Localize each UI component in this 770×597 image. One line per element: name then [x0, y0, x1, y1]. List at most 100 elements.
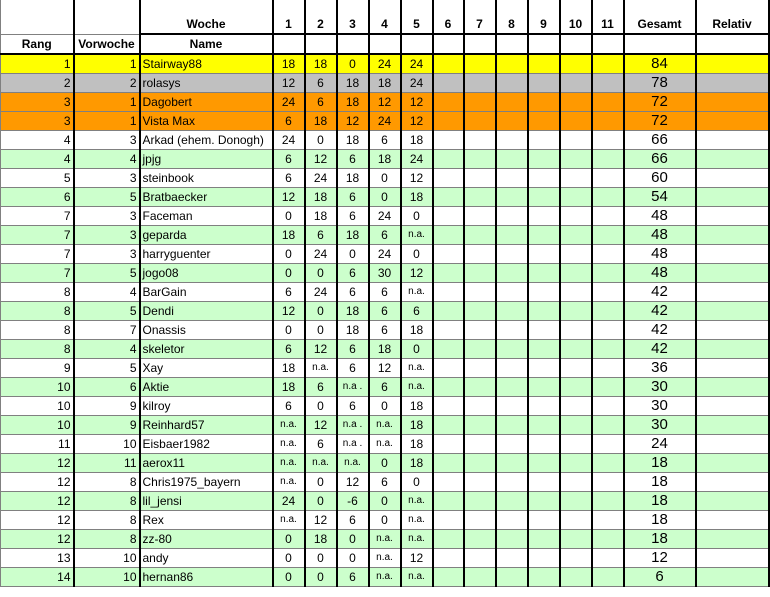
cell-week-10[interactable] [558, 453, 593, 473]
cell-week-2[interactable]: 18 [303, 206, 338, 226]
cell-week-6[interactable] [431, 434, 465, 454]
cell-week-10[interactable] [558, 168, 593, 188]
cell-week-11[interactable] [590, 396, 625, 416]
cell-week-11[interactable] [590, 548, 625, 568]
cell-week-10[interactable] [558, 339, 593, 359]
cell-vorwoche[interactable]: 3 [72, 130, 141, 150]
cell-week-6[interactable] [431, 358, 465, 378]
cell-vorwoche[interactable]: 9 [72, 415, 141, 435]
cell-week-5[interactable]: n.a. [399, 529, 434, 549]
cell-relativ[interactable] [694, 377, 770, 397]
cell-week-6[interactable] [431, 415, 465, 435]
cell-week-1[interactable]: 6 [271, 396, 306, 416]
cell-week-2[interactable]: 0 [303, 130, 338, 150]
cell-week-10[interactable] [558, 282, 593, 302]
cell-vorwoche[interactable]: 5 [72, 187, 141, 207]
cell-week-9[interactable] [526, 567, 561, 587]
cell-week-8[interactable] [494, 434, 529, 454]
cell-week-8[interactable] [494, 206, 529, 226]
cell-week-9[interactable] [526, 396, 561, 416]
cell-vorwoche[interactable]: 3 [72, 168, 141, 188]
cell-week-2[interactable]: 12 [303, 510, 338, 530]
cell-week-5[interactable]: 18 [399, 396, 434, 416]
cell-week-1[interactable]: 6 [271, 339, 306, 359]
cell-week-9[interactable] [526, 377, 561, 397]
cell-week-2[interactable]: 24 [303, 168, 338, 188]
cell-week-2[interactable]: 6 [303, 225, 338, 245]
cell-vorwoche[interactable]: 4 [72, 282, 141, 302]
cell-vorwoche[interactable]: 6 [72, 377, 141, 397]
cell-week-10[interactable] [558, 396, 593, 416]
cell-relativ[interactable] [694, 548, 770, 568]
cell-week-4[interactable]: 0 [367, 453, 402, 473]
cell-week-3[interactable]: 0 [335, 548, 370, 568]
cell-rang[interactable]: 12 [0, 453, 75, 473]
cell-week-3[interactable]: 6 [335, 187, 370, 207]
cell-gesamt[interactable]: 42 [622, 301, 697, 321]
cell-vorwoche[interactable]: 4 [72, 149, 141, 169]
cell-week-1[interactable]: 0 [271, 263, 306, 283]
cell-week-11[interactable] [590, 263, 625, 283]
cell-week-11[interactable] [590, 225, 625, 245]
cell-week-7[interactable] [462, 206, 497, 226]
cell-relativ[interactable] [694, 453, 770, 473]
cell-rang[interactable]: 6 [0, 187, 75, 207]
cell-week-2[interactable]: 12 [303, 339, 338, 359]
cell-week-9[interactable] [526, 225, 561, 245]
cell-week-2[interactable]: 0 [303, 472, 338, 492]
cell-week-2[interactable]: 18 [303, 111, 338, 131]
cell-week-8[interactable] [494, 453, 529, 473]
cell-relativ[interactable] [694, 73, 770, 93]
cell-week-8[interactable] [494, 491, 529, 511]
cell-week-6[interactable] [431, 529, 465, 549]
cell-week-1[interactable]: 6 [271, 282, 306, 302]
cell-week-7[interactable] [462, 73, 497, 93]
cell-week-1[interactable]: 6 [271, 168, 306, 188]
cell-name[interactable]: Reinhard57 [138, 415, 274, 435]
cell-relativ[interactable] [694, 263, 770, 283]
cell-week-7[interactable] [462, 472, 497, 492]
cell-name[interactable]: steinbook [138, 168, 274, 188]
cell-rang[interactable]: 4 [0, 149, 75, 169]
cell-week-8[interactable] [494, 396, 529, 416]
cell-rang[interactable]: 9 [0, 358, 75, 378]
cell-name[interactable]: skeletor [138, 339, 274, 359]
cell-gesamt[interactable]: 6 [622, 567, 697, 587]
cell-rang[interactable]: 8 [0, 339, 75, 359]
cell-relativ[interactable] [694, 111, 770, 131]
cell-week-10[interactable] [558, 320, 593, 340]
cell-week-10[interactable] [558, 53, 593, 74]
cell-week-11[interactable] [590, 339, 625, 359]
cell-week-10[interactable] [558, 377, 593, 397]
cell-week-4[interactable]: 0 [367, 491, 402, 511]
cell-week-9[interactable] [526, 187, 561, 207]
cell-week-7[interactable] [462, 339, 497, 359]
cell-name[interactable]: geparda [138, 225, 274, 245]
cell-week-3[interactable]: 6 [335, 282, 370, 302]
cell-week-9[interactable] [526, 339, 561, 359]
cell-week-4[interactable]: 6 [367, 130, 402, 150]
cell-week-8[interactable] [494, 320, 529, 340]
cell-week-11[interactable] [590, 187, 625, 207]
cell-gesamt[interactable]: 18 [622, 472, 697, 492]
cell-week-7[interactable] [462, 53, 497, 74]
cell-week-3[interactable]: 18 [335, 130, 370, 150]
cell-week-8[interactable] [494, 529, 529, 549]
cell-gesamt[interactable]: 60 [622, 168, 697, 188]
cell-week-10[interactable] [558, 510, 593, 530]
cell-week-9[interactable] [526, 149, 561, 169]
cell-week-4[interactable]: 6 [367, 377, 402, 397]
cell-rang[interactable]: 8 [0, 282, 75, 302]
cell-week-2[interactable]: 0 [303, 320, 338, 340]
cell-gesamt[interactable]: 18 [622, 453, 697, 473]
cell-week-2[interactable]: 0 [303, 491, 338, 511]
cell-week-5[interactable]: 6 [399, 301, 434, 321]
cell-week-2[interactable]: 18 [303, 529, 338, 549]
cell-week-4[interactable]: n.a. [367, 415, 402, 435]
cell-week-10[interactable] [558, 149, 593, 169]
cell-week-6[interactable] [431, 301, 465, 321]
cell-week-5[interactable]: 18 [399, 130, 434, 150]
cell-week-1[interactable]: 6 [271, 149, 306, 169]
cell-week-8[interactable] [494, 168, 529, 188]
cell-gesamt[interactable]: 78 [622, 73, 697, 93]
